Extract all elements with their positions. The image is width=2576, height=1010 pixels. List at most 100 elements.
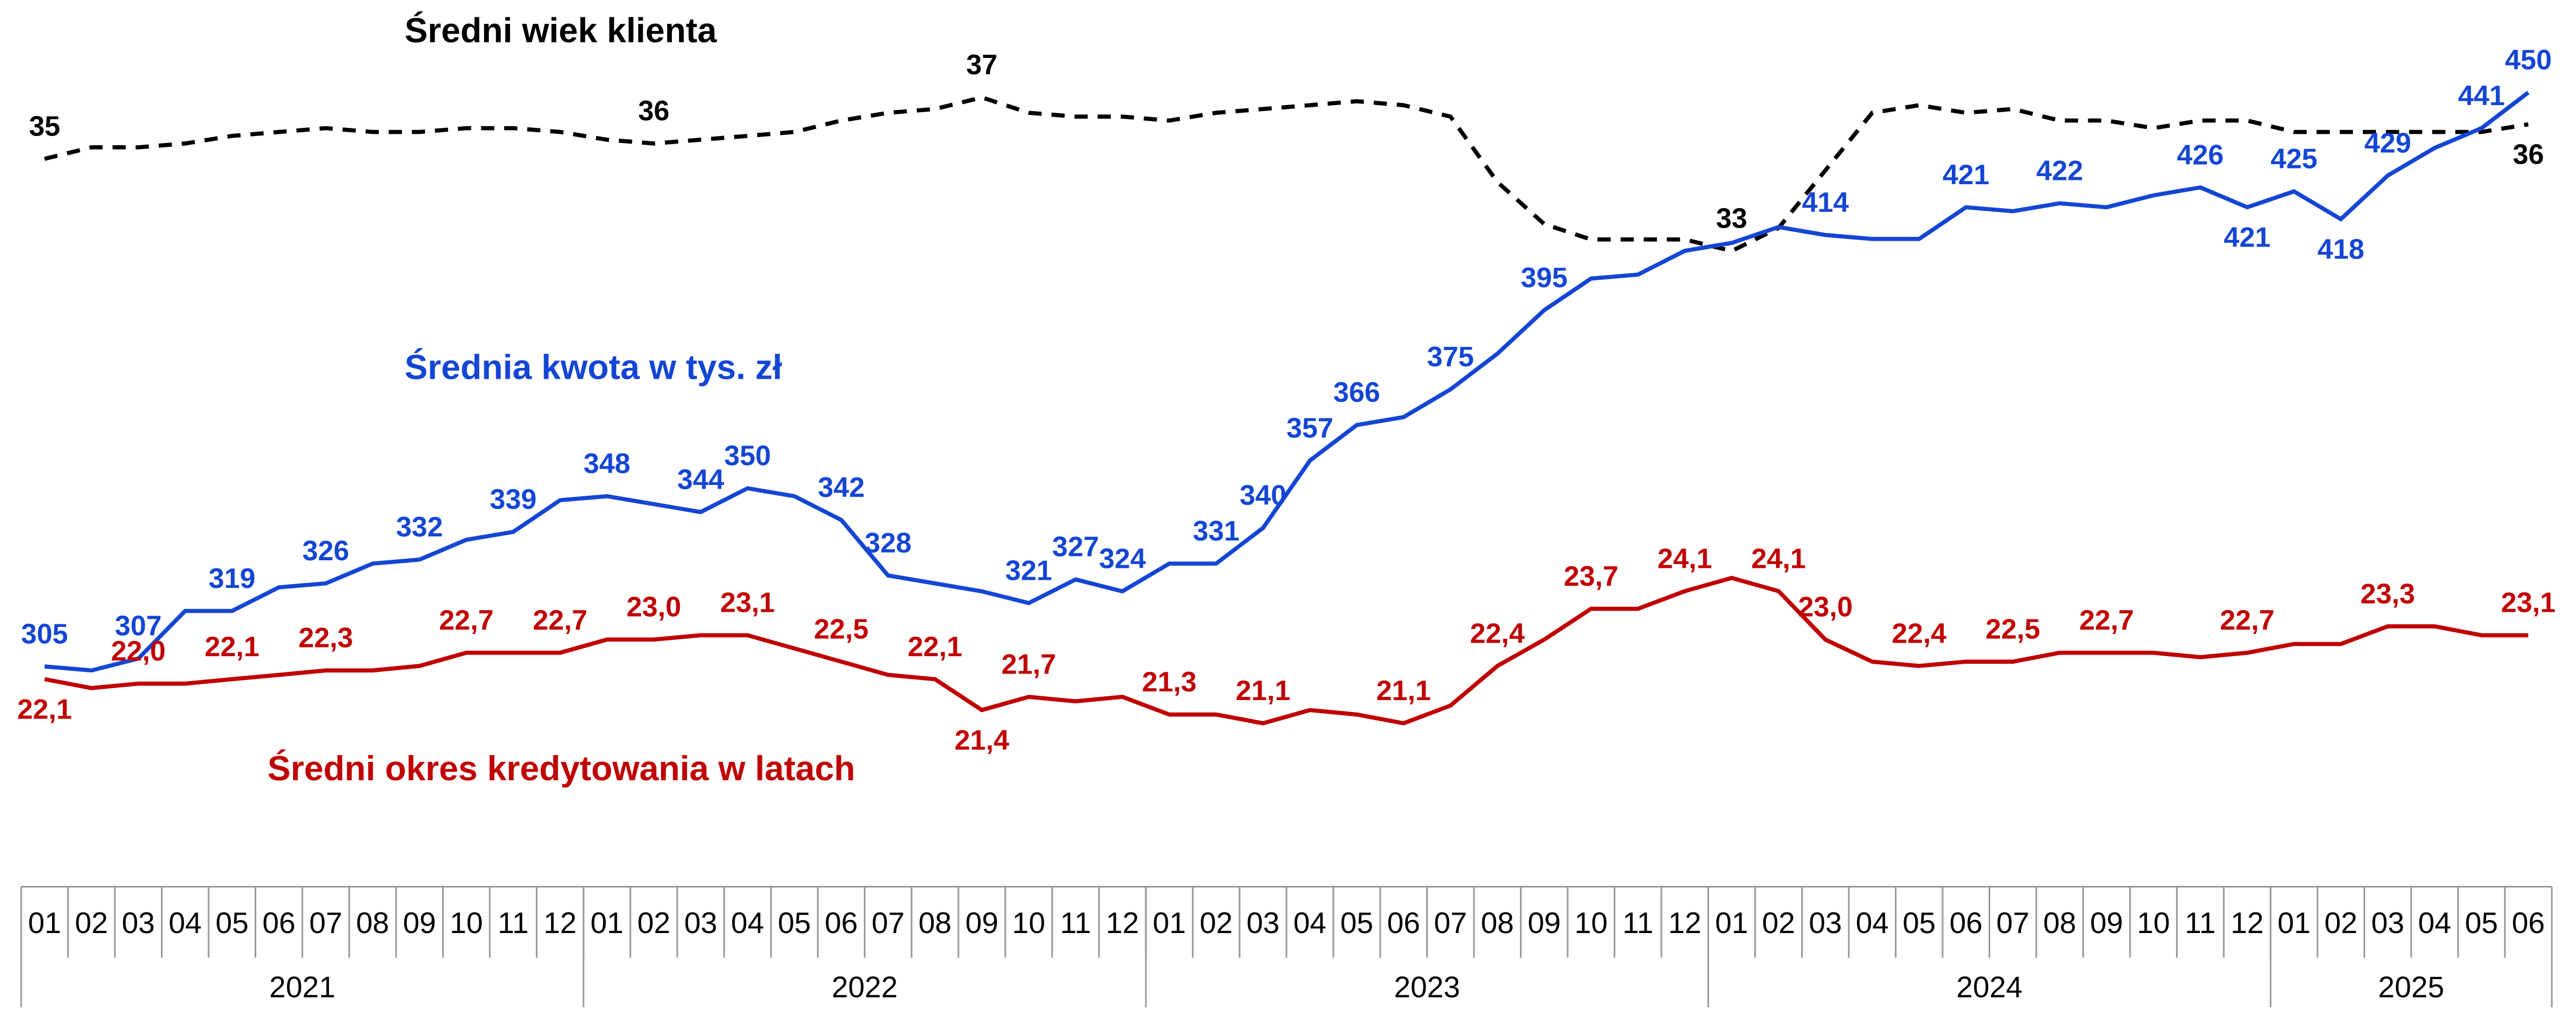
x-tick-label: 12 bbox=[543, 906, 577, 940]
x-tick-label: 07 bbox=[309, 906, 342, 940]
series-line bbox=[44, 90, 2530, 673]
x-tick-label: 05 bbox=[2465, 906, 2498, 940]
data-label: 23,1 bbox=[720, 587, 775, 618]
x-tick-label: 10 bbox=[450, 906, 483, 940]
x-tick-label: 09 bbox=[2090, 906, 2123, 940]
data-label: 348 bbox=[584, 448, 630, 479]
data-label: 421 bbox=[2224, 222, 2270, 253]
x-tick-label: 04 bbox=[1856, 906, 1889, 940]
x-tick-label: 09 bbox=[965, 906, 998, 940]
x-tick-label: 03 bbox=[2371, 906, 2404, 940]
data-label: 33 bbox=[1716, 203, 1747, 234]
data-label: 21,1 bbox=[1376, 675, 1431, 706]
x-tick-label: 06 bbox=[1387, 906, 1420, 940]
data-label: 23,0 bbox=[626, 591, 681, 623]
data-label: 332 bbox=[396, 511, 443, 542]
data-label: 22,1 bbox=[205, 631, 260, 662]
data-label: 350 bbox=[724, 440, 771, 471]
series-line bbox=[44, 95, 2529, 254]
data-label: 22,7 bbox=[439, 604, 494, 636]
x-tick-label: 02 bbox=[1200, 906, 1233, 940]
x-tick-label: 03 bbox=[122, 906, 155, 940]
data-label: 339 bbox=[490, 483, 536, 515]
data-label: 22,1 bbox=[17, 694, 72, 725]
x-tick-label: 09 bbox=[1528, 906, 1561, 940]
x-tick-label: 07 bbox=[1996, 906, 2029, 940]
data-label: 425 bbox=[2270, 143, 2317, 174]
data-label: 35 bbox=[29, 111, 60, 142]
data-label: 326 bbox=[302, 535, 349, 566]
data-label: 23,3 bbox=[2360, 578, 2415, 609]
data-label: 426 bbox=[2177, 139, 2223, 170]
x-tick-label: 02 bbox=[637, 906, 670, 940]
x-tick-label: 04 bbox=[2418, 906, 2451, 940]
data-label: 375 bbox=[1427, 341, 1474, 372]
data-label: 22,5 bbox=[1985, 613, 2040, 644]
data-label: 22,0 bbox=[111, 635, 166, 666]
x-tick-label: 08 bbox=[2043, 906, 2076, 940]
data-label: 24,1 bbox=[1751, 542, 1806, 574]
year-label: 2022 bbox=[832, 970, 898, 1004]
data-label: 344 bbox=[677, 463, 724, 495]
series-label: Średnia kwota w tys. zł bbox=[405, 348, 782, 387]
data-label: 36 bbox=[638, 95, 670, 126]
x-tick-label: 01 bbox=[591, 906, 624, 940]
data-label: 429 bbox=[2364, 127, 2411, 158]
x-tick-label: 10 bbox=[1012, 906, 1045, 940]
year-label: 2025 bbox=[2378, 970, 2444, 1004]
data-label: 357 bbox=[1286, 412, 1333, 443]
data-label: 23,7 bbox=[1564, 560, 1619, 592]
data-label: 441 bbox=[2458, 80, 2504, 111]
x-tick-label: 04 bbox=[169, 906, 202, 940]
data-label: 421 bbox=[1943, 159, 1989, 190]
data-label: 22,4 bbox=[1892, 618, 1946, 649]
data-label: 418 bbox=[2318, 234, 2364, 265]
x-tick-label: 03 bbox=[1809, 906, 1842, 940]
x-tick-label: 01 bbox=[28, 906, 61, 940]
data-label: 324 bbox=[1099, 543, 1146, 574]
data-label: 22,3 bbox=[299, 622, 353, 653]
x-tick-label: 03 bbox=[684, 906, 717, 940]
data-label: 23,1 bbox=[2501, 587, 2556, 618]
data-label: 422 bbox=[2036, 155, 2083, 186]
x-tick-label: 04 bbox=[731, 906, 764, 940]
x-tick-label: 01 bbox=[1715, 906, 1748, 940]
data-label: 22,7 bbox=[2079, 604, 2134, 636]
x-tick-label: 11 bbox=[498, 906, 529, 940]
data-label: 23,0 bbox=[1798, 591, 1853, 623]
data-label: 24,1 bbox=[1658, 542, 1712, 574]
x-tick-label: 08 bbox=[1481, 906, 1514, 940]
data-label: 21,4 bbox=[955, 724, 1009, 756]
x-tick-label: 05 bbox=[216, 906, 249, 940]
x-tick-label: 08 bbox=[918, 906, 952, 940]
x-tick-label: 04 bbox=[1293, 906, 1326, 940]
x-tick-label: 06 bbox=[1950, 906, 1983, 940]
x-tick-label: 12 bbox=[1668, 906, 1701, 940]
data-label: 22,4 bbox=[1470, 618, 1525, 649]
data-label: 414 bbox=[1802, 186, 1849, 218]
x-tick-label: 03 bbox=[1246, 906, 1279, 940]
data-label: 305 bbox=[21, 618, 68, 649]
x-tick-label: 11 bbox=[2185, 906, 2216, 940]
data-label: 36 bbox=[2513, 139, 2544, 170]
x-tick-label: 09 bbox=[403, 906, 436, 940]
data-label: 21,7 bbox=[1001, 648, 1056, 679]
data-label: 321 bbox=[1005, 554, 1052, 586]
data-label: 22,7 bbox=[2220, 604, 2275, 636]
x-tick-label: 06 bbox=[262, 906, 295, 940]
year-label: 2021 bbox=[269, 970, 335, 1004]
data-label: 331 bbox=[1193, 515, 1239, 546]
x-tick-label: 05 bbox=[1340, 906, 1373, 940]
x-tick-label: 05 bbox=[778, 906, 811, 940]
data-label: 22,1 bbox=[908, 631, 962, 662]
year-label: 2023 bbox=[1394, 970, 1460, 1004]
data-label: 22,7 bbox=[533, 604, 587, 636]
x-tick-label: 02 bbox=[75, 906, 108, 940]
data-label: 37 bbox=[966, 49, 998, 80]
data-label: 342 bbox=[818, 471, 864, 503]
x-tick-label: 12 bbox=[1106, 906, 1139, 940]
data-label: 21,3 bbox=[1142, 666, 1197, 697]
x-tick-label: 02 bbox=[2325, 906, 2358, 940]
